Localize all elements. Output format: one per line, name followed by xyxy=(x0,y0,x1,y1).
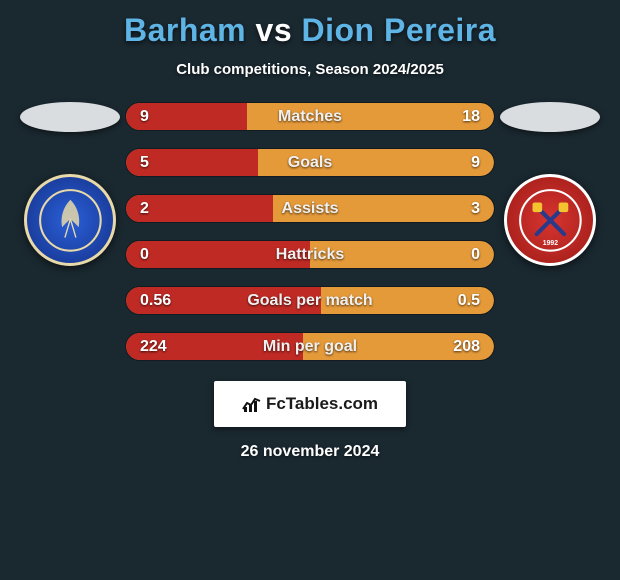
branding-text-wrap: FcTables.com xyxy=(242,394,378,414)
right-club-crest: 1992 xyxy=(504,174,596,266)
page-title: Barham vs Dion Pereira xyxy=(124,12,496,49)
stat-row: 0.56 Goals per match 0.5 xyxy=(125,286,495,315)
footer-date: 26 november 2024 xyxy=(241,443,380,461)
stat-value-left: 0 xyxy=(140,246,149,264)
stat-row: 0 Hattricks 0 xyxy=(125,240,495,269)
stat-value-right: 3 xyxy=(471,200,480,218)
stat-label: Hattricks xyxy=(276,246,344,264)
title-right: Dion Pereira xyxy=(302,12,497,48)
stat-value-left: 224 xyxy=(140,338,167,356)
stat-value-right: 9 xyxy=(471,154,480,172)
title-vs: vs xyxy=(256,12,293,48)
stat-value-left: 2 xyxy=(140,200,149,218)
branding-chart-icon xyxy=(242,395,262,413)
stat-value-left: 5 xyxy=(140,154,149,172)
left-player-silhouette xyxy=(20,102,120,132)
svg-text:1992: 1992 xyxy=(542,240,557,247)
stats-column: 9 Matches 18 5 Goals 9 2 Assists 3 0 Hattricks 0 0.5… xyxy=(125,102,495,361)
stat-label: Goals xyxy=(288,154,332,172)
stat-row: 9 Matches 18 xyxy=(125,102,495,131)
stat-value-right: 0.5 xyxy=(458,292,480,310)
stat-value-right: 0 xyxy=(471,246,480,264)
main-row: 9 Matches 18 5 Goals 9 2 Assists 3 0 Hattricks 0 0.5… xyxy=(0,102,620,361)
stat-value-left: 0.56 xyxy=(140,292,171,310)
stat-label: Min per goal xyxy=(263,338,357,356)
stat-value-left: 9 xyxy=(140,108,149,126)
stat-row: 5 Goals 9 xyxy=(125,148,495,177)
infographic-container: Barham vs Dion Pereira Club competitions… xyxy=(0,0,620,461)
left-player-column xyxy=(15,102,125,266)
left-club-crest xyxy=(24,174,116,266)
stat-label: Matches xyxy=(278,108,342,126)
branding-box: FcTables.com xyxy=(214,381,406,427)
stat-value-right: 18 xyxy=(462,108,480,126)
crest-right-icon: 1992 xyxy=(516,186,585,255)
stat-label: Assists xyxy=(282,200,339,218)
crest-left-icon xyxy=(36,186,105,255)
right-player-column: 1992 xyxy=(495,102,605,266)
stat-label: Goals per match xyxy=(247,292,372,310)
stat-value-right: 208 xyxy=(453,338,480,356)
right-player-silhouette xyxy=(500,102,600,132)
stat-row: 2 Assists 3 xyxy=(125,194,495,223)
subtitle: Club competitions, Season 2024/2025 xyxy=(176,61,444,78)
title-left: Barham xyxy=(124,12,246,48)
branding-text: FcTables.com xyxy=(266,394,378,414)
stat-row: 224 Min per goal 208 xyxy=(125,332,495,361)
